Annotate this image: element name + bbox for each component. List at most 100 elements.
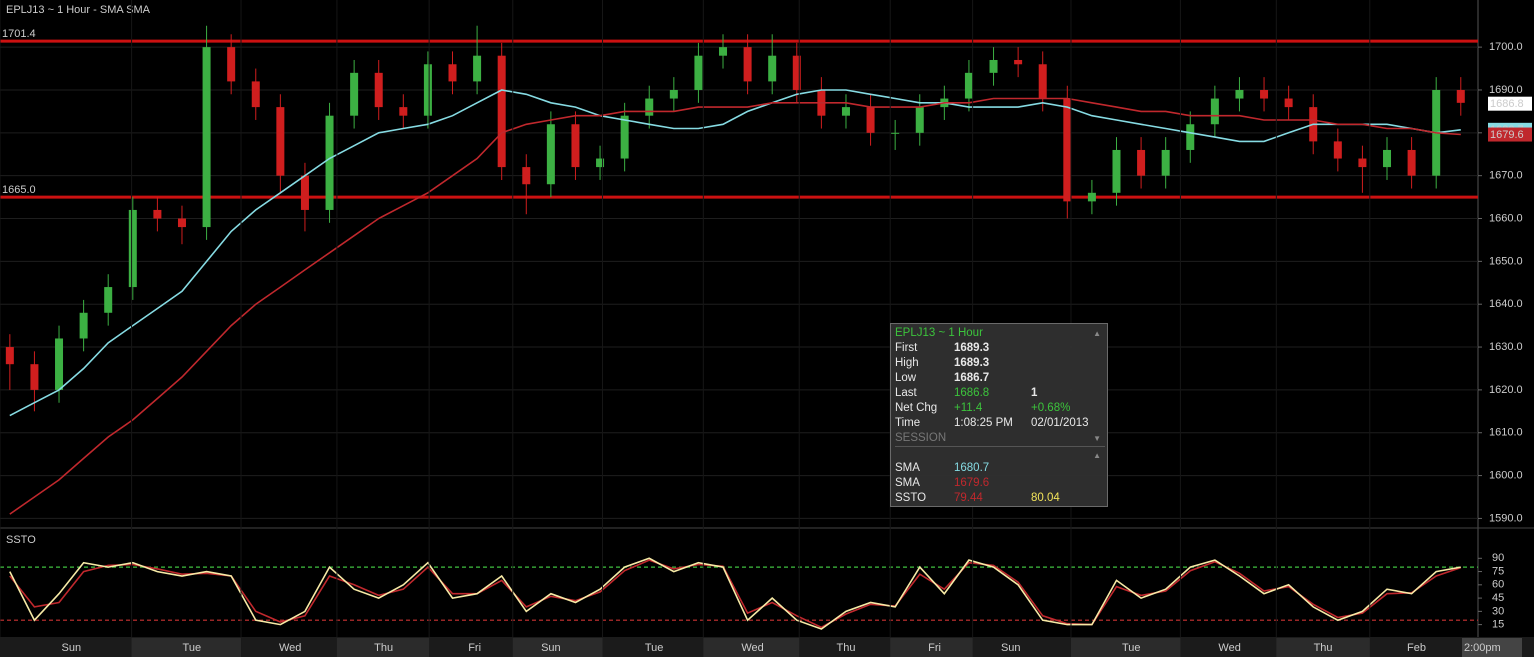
info-row: SMA 1679.6 [895, 476, 1105, 491]
info-row: Low 1686.7 [895, 371, 1105, 386]
info-label: First [895, 342, 918, 354]
x-tick-label: Tue [1122, 642, 1141, 654]
candle-body [571, 124, 580, 168]
info-row: First 1689.3 [895, 341, 1105, 356]
info-value: 79.44 [954, 492, 983, 504]
y-tick-label: 1670.0 [1489, 170, 1523, 182]
candle-body [423, 64, 432, 116]
time-band [703, 638, 800, 657]
candle-body [669, 89, 678, 99]
candle-body [399, 107, 408, 116]
candle-body [546, 124, 555, 185]
x-tick-label: Tue [183, 642, 202, 654]
collapse-arrow: ▲ [1093, 329, 1101, 338]
candle-body [645, 98, 654, 116]
x-tick-label: Feb [1407, 642, 1426, 654]
x-tick-label: Thu [836, 642, 855, 654]
x-tick-label: Tue [645, 642, 664, 654]
price-tag-label: 1679.6 [1490, 129, 1524, 141]
info-row: Net Chg +11.4 +0.68% [895, 401, 1105, 416]
info-value: 1689.3 [954, 357, 990, 369]
time-band [1070, 638, 1181, 657]
candle-body [1210, 98, 1219, 125]
candle-body [743, 47, 752, 82]
candle-body [1063, 98, 1072, 202]
candle-body [473, 55, 482, 82]
info-value: 1680.7 [954, 462, 990, 474]
x-tick-label: Wed [1218, 642, 1240, 654]
candle-body [1137, 149, 1146, 176]
candle-body [104, 287, 113, 313]
cursor-time-box [1462, 638, 1522, 657]
candle-body [1358, 158, 1367, 168]
x-tick-label: Fri [928, 642, 941, 654]
x-tick-label: Fri [468, 642, 481, 654]
info-box: EPLJ13 ~ 1 Hour ▲ First 1689.3 High 1689.3 … [890, 323, 1108, 507]
info-value: +11.4 [954, 402, 983, 414]
x-tick-label: Thu [374, 642, 393, 654]
y-tick-label: 30 [1492, 605, 1504, 617]
info-label: Time [895, 417, 921, 429]
candle-body [1038, 64, 1047, 99]
info-divider: ▲ [895, 448, 1105, 463]
time-band [512, 638, 603, 657]
candle-body [620, 115, 629, 159]
candle-body [866, 107, 875, 133]
candle-body [153, 209, 162, 219]
candle-body [989, 59, 998, 73]
candle-body [1161, 149, 1170, 176]
candle-body [325, 115, 334, 210]
collapse-arrow: ▼ [1093, 434, 1101, 443]
candle-body [350, 72, 359, 116]
candle-body [1407, 149, 1416, 176]
x-tick-label: Wed [741, 642, 763, 654]
y-tick-label: 1590.0 [1489, 512, 1523, 524]
y-tick-label: 1660.0 [1489, 212, 1523, 224]
collapse-arrow: ▲ [1093, 451, 1101, 460]
price-tag [1488, 127, 1532, 142]
sma-line [9, 97, 1461, 515]
candle-body [596, 158, 605, 168]
candle-body [841, 107, 850, 116]
oscillator-line [9, 559, 1462, 629]
candle-body [694, 55, 703, 90]
level-label: 1665.0 [2, 184, 36, 196]
oscillator-line [9, 557, 1461, 630]
candle-body [891, 132, 900, 134]
candle-body [497, 55, 506, 168]
price-tag [1488, 96, 1532, 111]
candle-body [448, 64, 457, 82]
candle-body [300, 175, 309, 210]
candle-body [1383, 149, 1392, 168]
candle-body [1260, 89, 1269, 99]
candle-body [1235, 89, 1244, 99]
x-tick-label: Wed [279, 642, 301, 654]
y-tick-label: 1650.0 [1489, 255, 1523, 267]
candle-body [5, 347, 14, 365]
time-band [131, 638, 242, 657]
candle-body [177, 218, 186, 228]
price-tag-label: 1686.8 [1490, 98, 1524, 110]
candle-body [55, 338, 64, 390]
y-tick-label: 75 [1492, 565, 1504, 577]
candle-body [227, 47, 236, 82]
info-label: SMA [895, 462, 920, 474]
y-tick-label: 1690.0 [1489, 84, 1523, 96]
info-row: High 1689.3 [895, 356, 1105, 371]
info-value: +0.68% [1031, 402, 1071, 414]
y-tick-label: 1600.0 [1489, 469, 1523, 481]
y-tick-label: 45 [1492, 592, 1504, 604]
y-tick-label: 60 [1492, 579, 1504, 591]
candle-body [1333, 141, 1342, 159]
info-label: Net Chg [895, 402, 938, 414]
x-tick-label: Sun [541, 642, 561, 654]
candle-body [1186, 124, 1195, 150]
candle-body [1014, 59, 1023, 65]
info-value: 80.04 [1031, 492, 1060, 504]
candle-body [1087, 192, 1096, 202]
info-label: Low [895, 372, 917, 384]
info-row: Time 1:08:25 PM 02/01/2013 [895, 416, 1105, 431]
info-value: 1 [1031, 387, 1038, 399]
